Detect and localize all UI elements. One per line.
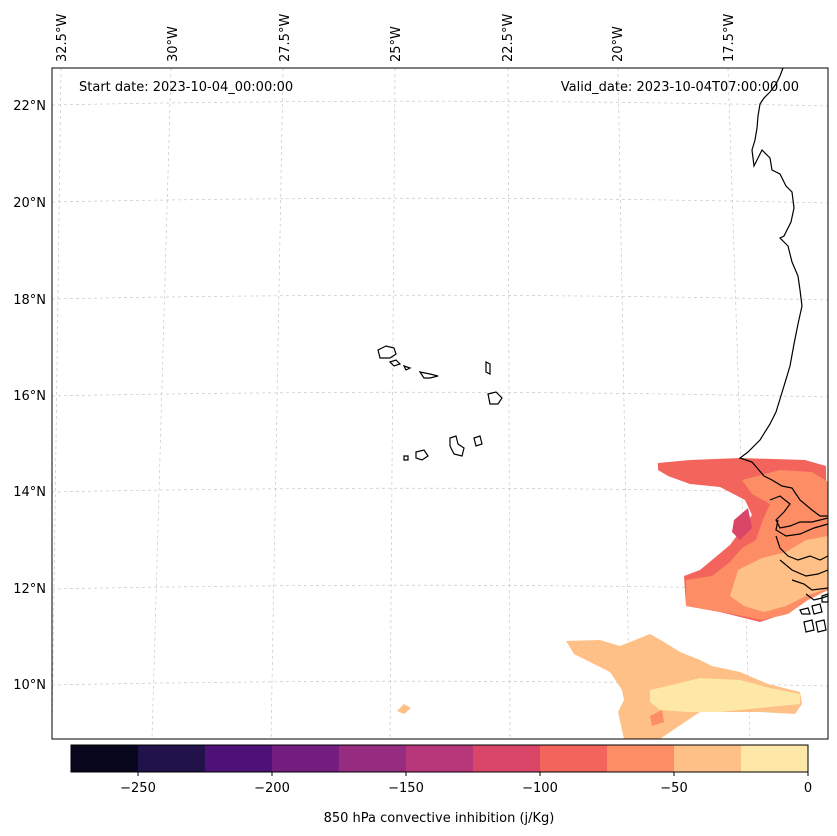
colorbar-swatch [406, 745, 474, 772]
latitude-labels: 22°N 20°N 18°N 16°N 14°N 12°N 10°N [13, 99, 46, 693]
lon-label: 27.5°W [278, 14, 293, 62]
colorbar-swatch [741, 745, 809, 772]
colorbar-swatch [71, 745, 139, 772]
colorbar-swatch [339, 745, 407, 772]
island-maio [473, 435, 483, 447]
contour-level-minus-50-south [650, 710, 664, 726]
colorbar-frame [70, 744, 809, 773]
lon-label: 20°W [611, 26, 626, 62]
lon-label: 30°W [166, 26, 181, 62]
island-sao-nicolau [418, 371, 439, 379]
map-background [52, 68, 828, 739]
colorbar-ticks: −250 −200 −150 −100 −50 0 [120, 772, 812, 796]
lat-label: 12°N [13, 582, 46, 597]
west-africa-coast [738, 67, 828, 517]
map-frame [51, 67, 829, 740]
colorbar-tick-label: −50 [660, 781, 687, 796]
lon-label: 32.5°W [55, 14, 70, 62]
colorbar-label: 850 hPa convective inhibition (j/Kg) [324, 811, 555, 826]
island-sao-vicente [388, 359, 402, 367]
cin-contours-north [658, 458, 828, 622]
lat-label: 14°N [13, 485, 46, 500]
contour-level-0-south [650, 678, 800, 712]
contour-level-minus-100 [732, 508, 752, 540]
colorbar-tick-label: −200 [254, 781, 290, 796]
colorbar-swatch [540, 745, 608, 772]
guinea-bissau-coast [779, 559, 829, 601]
lat-label: 20°N [13, 196, 46, 211]
colorbar-tick-label: 0 [804, 781, 812, 796]
lat-label: 22°N [13, 99, 46, 114]
colorbar-swatch [674, 745, 742, 772]
island-fogo [415, 449, 429, 461]
colorbar-swatch [138, 745, 206, 772]
island-brava [403, 455, 409, 461]
meridian-gridlines [51, 67, 751, 740]
lon-label: 25°W [389, 26, 404, 62]
gambia-coast [769, 495, 829, 561]
start-date-label: Start date: 2023-10-04_00:00:00 [79, 80, 293, 95]
colorbar-swatches [71, 745, 809, 772]
cin-contours-south [397, 634, 802, 739]
valid-date-label: Valid_date: 2023-10-04T07:00:00.00 [561, 80, 799, 95]
lon-label: 17.5°W [722, 14, 737, 62]
colorbar-swatch [473, 745, 541, 772]
contour-level-minus-25 [730, 536, 828, 612]
coastlines [377, 67, 829, 633]
island-boa-vista [487, 391, 503, 405]
island-santiago [449, 435, 465, 457]
colorbar: −250 −200 −150 −100 −50 0 850 hPa convective … [70, 744, 812, 826]
lon-label: 22.5°W [501, 14, 516, 62]
colorbar-tick-label: −100 [522, 781, 558, 796]
lat-label: 18°N [13, 293, 46, 308]
island-santa-luzia [402, 364, 412, 371]
contour-fragment [397, 704, 411, 714]
longitude-labels: 32.5°W 30°W 27.5°W 25°W 22.5°W 20°W 17.5… [55, 14, 737, 62]
colorbar-swatch [607, 745, 675, 772]
parallel-gridlines [51, 100, 829, 687]
island-santo-antao [377, 345, 397, 359]
colorbar-swatch [272, 745, 340, 772]
colorbar-tick-label: −250 [120, 781, 156, 796]
island-sal [485, 361, 491, 375]
lat-label: 10°N [13, 678, 46, 693]
lat-label: 16°N [13, 389, 46, 404]
bijagos-islands [799, 593, 829, 633]
colorbar-tick-label: −150 [388, 781, 424, 796]
colorbar-swatch [205, 745, 273, 772]
